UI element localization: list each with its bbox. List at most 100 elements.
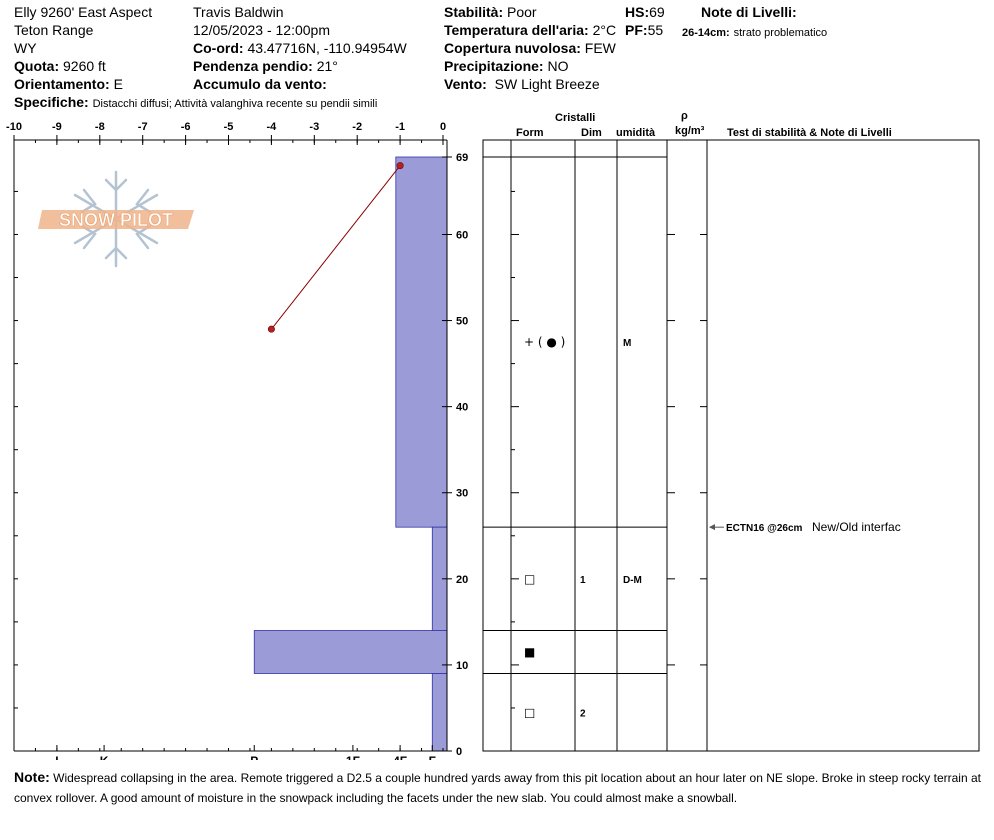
temp-tick-label: -5 <box>224 121 234 133</box>
cloud-value: FEW <box>584 40 616 56</box>
note-label: Note: <box>14 769 50 785</box>
wind-label: Vento: <box>444 76 487 92</box>
hs-label: HS: <box>625 4 650 20</box>
observer: Travis Baldwin <box>193 4 284 20</box>
depth-tick-label: 40 <box>456 402 468 414</box>
density-header: kg/m³ <box>675 125 705 137</box>
snowpilot-logo: SNOW PILOT <box>38 170 194 268</box>
air-temp-row: Temperatura dell'aria: 2°C <box>444 22 616 38</box>
temp-point-0 <box>396 162 404 170</box>
layer-note-row: 26-14cm: strato problematico <box>682 23 827 41</box>
depth-tick-label: 50 <box>456 316 468 328</box>
layer-note-depth: 26-14cm: <box>682 27 730 39</box>
temp-tick-label: -9 <box>52 121 62 133</box>
crystals-header: Cristalli <box>555 112 596 124</box>
hardness-temperature-chart: -10-9-8-7-6-5-4-3-2-10010203040506069IKP… <box>6 121 468 760</box>
hs-row: HS:69 <box>625 4 665 20</box>
depth-tick-label: 69 <box>456 152 468 164</box>
pf-value: 55 <box>647 22 664 38</box>
temp-tick-label: -8 <box>95 121 105 133</box>
datetime: 12/05/2023 - 12:00pm <box>193 22 330 38</box>
grain-form-3: □ <box>524 705 535 719</box>
wind-value: SW Light Breeze <box>494 76 600 92</box>
hardness-tick-label: F <box>429 754 436 760</box>
temp-point-1 <box>267 325 275 333</box>
site-name: Elly 9260' East Aspect <box>14 4 153 20</box>
mountain-range: Teton Range <box>14 22 94 38</box>
rho-header: ρ <box>681 110 688 122</box>
size-header: Dim <box>581 127 602 139</box>
footer-note: Note: Widespread collapsing in the area.… <box>14 767 989 808</box>
depth-tick-label: 10 <box>456 660 468 672</box>
moisture-1: D-M <box>623 575 642 586</box>
temp-tick-label: -10 <box>6 121 22 133</box>
depth-tick-label: 30 <box>456 488 468 500</box>
slope-value: 21° <box>316 58 338 74</box>
grain-form-1: □ <box>524 572 535 586</box>
specifics-row: Specifiche: Distacchi diffusi; Attività … <box>14 94 377 112</box>
temp-tick-label: -4 <box>267 121 278 133</box>
cloud-row: Copertura nuvolosa: FEW <box>444 40 616 56</box>
cloud-label: Copertura nuvolosa: <box>444 40 581 56</box>
layer-note-text: strato problematico <box>733 27 828 39</box>
slope-row: Pendenza pendio: 21° <box>193 58 338 74</box>
hardness-tick-label: 1F <box>346 754 360 760</box>
elevation-row: Quota: 9260 ft <box>14 58 106 74</box>
specifics-text: Distacchi diffusi; Attività valanghiva r… <box>92 98 378 110</box>
aspect-label: Orientamento: <box>14 76 110 92</box>
hardness-bar-2 <box>253 630 448 674</box>
hardness-tick-label: P <box>250 754 258 760</box>
wind-row: Vento: SW Light Breeze <box>444 76 600 92</box>
note-text: Widespread collapsing in the area. Remot… <box>14 771 981 805</box>
precip-row: Precipitazione: NO <box>444 58 568 74</box>
test-arrow-head-0 <box>709 524 715 531</box>
stability-label: Stabilità: <box>444 4 504 20</box>
wind-loading-row: Accumulo da vento: <box>193 76 327 92</box>
elevation-label: Quota: <box>14 58 60 74</box>
specifics-label: Specifiche: <box>14 94 89 110</box>
air-temp-value: 2°C <box>592 22 617 38</box>
hs-value: 69 <box>649 4 665 20</box>
moisture-header: umidità <box>616 127 656 139</box>
temp-tick-label: -3 <box>309 121 319 133</box>
coord-label: Co-ord: <box>193 40 244 56</box>
temp-tick-label: 0 <box>440 121 446 133</box>
air-temp-label: Temperatura dell'aria: <box>444 22 589 38</box>
hardness-tick-label: K <box>100 754 109 760</box>
form-header: Form <box>516 127 544 139</box>
grain-form-0: + ( ● ) <box>524 335 565 349</box>
grain-size-1: 1 <box>580 575 586 586</box>
slope-label: Pendenza pendio: <box>193 58 313 74</box>
temp-tick-label: -1 <box>395 121 405 133</box>
stability-value: Poor <box>507 4 537 20</box>
hardness-bar-0 <box>395 156 448 528</box>
hardness-bar-3 <box>431 673 448 752</box>
depth-tick-label: 0 <box>456 746 462 758</box>
layer-table: + ( ● ) M □ 1 D-M ■ □ 2 ECTN16 @26cm New/Old int… <box>482 139 980 752</box>
temp-profile-segment <box>271 165 401 330</box>
test-note-0: New/Old interfac <box>812 520 901 534</box>
temp-tick-label: -7 <box>138 121 148 133</box>
coord-row: Co-ord: 43.47716N, -110.94954W <box>193 40 407 56</box>
temp-tick-label: -6 <box>181 121 191 133</box>
depth-tick-label: 20 <box>456 574 468 586</box>
precip-label: Precipitazione: <box>444 58 544 74</box>
grain-form-2: ■ <box>524 645 535 659</box>
precip-value: NO <box>547 58 569 74</box>
tests-header: Test di stabilità & Note di Livelli <box>727 127 892 139</box>
table-frame <box>482 139 980 752</box>
depth-tick-label: 60 <box>456 229 468 241</box>
pf-label: PF: <box>625 22 648 38</box>
pf-row: PF:55 <box>625 22 663 38</box>
temp-tick-label: -2 <box>352 121 362 133</box>
moisture-0: M <box>623 338 631 349</box>
wind-loading-label: Accumulo da vento: <box>193 76 327 92</box>
state: WY <box>14 40 37 56</box>
logo-text: SNOW PILOT <box>59 210 173 230</box>
hardness-tick-label: 4F <box>393 754 407 760</box>
logo-band <box>38 210 194 229</box>
elevation-value: 9260 ft <box>63 58 106 74</box>
aspect-value: E <box>113 76 123 92</box>
aspect-row: Orientamento: E <box>14 76 123 92</box>
snow-profile-chart: SNOW PILOT -10 -9 -8 -7 -6 -5 -4 -3 -2 -1 00102030… <box>6 121 980 760</box>
